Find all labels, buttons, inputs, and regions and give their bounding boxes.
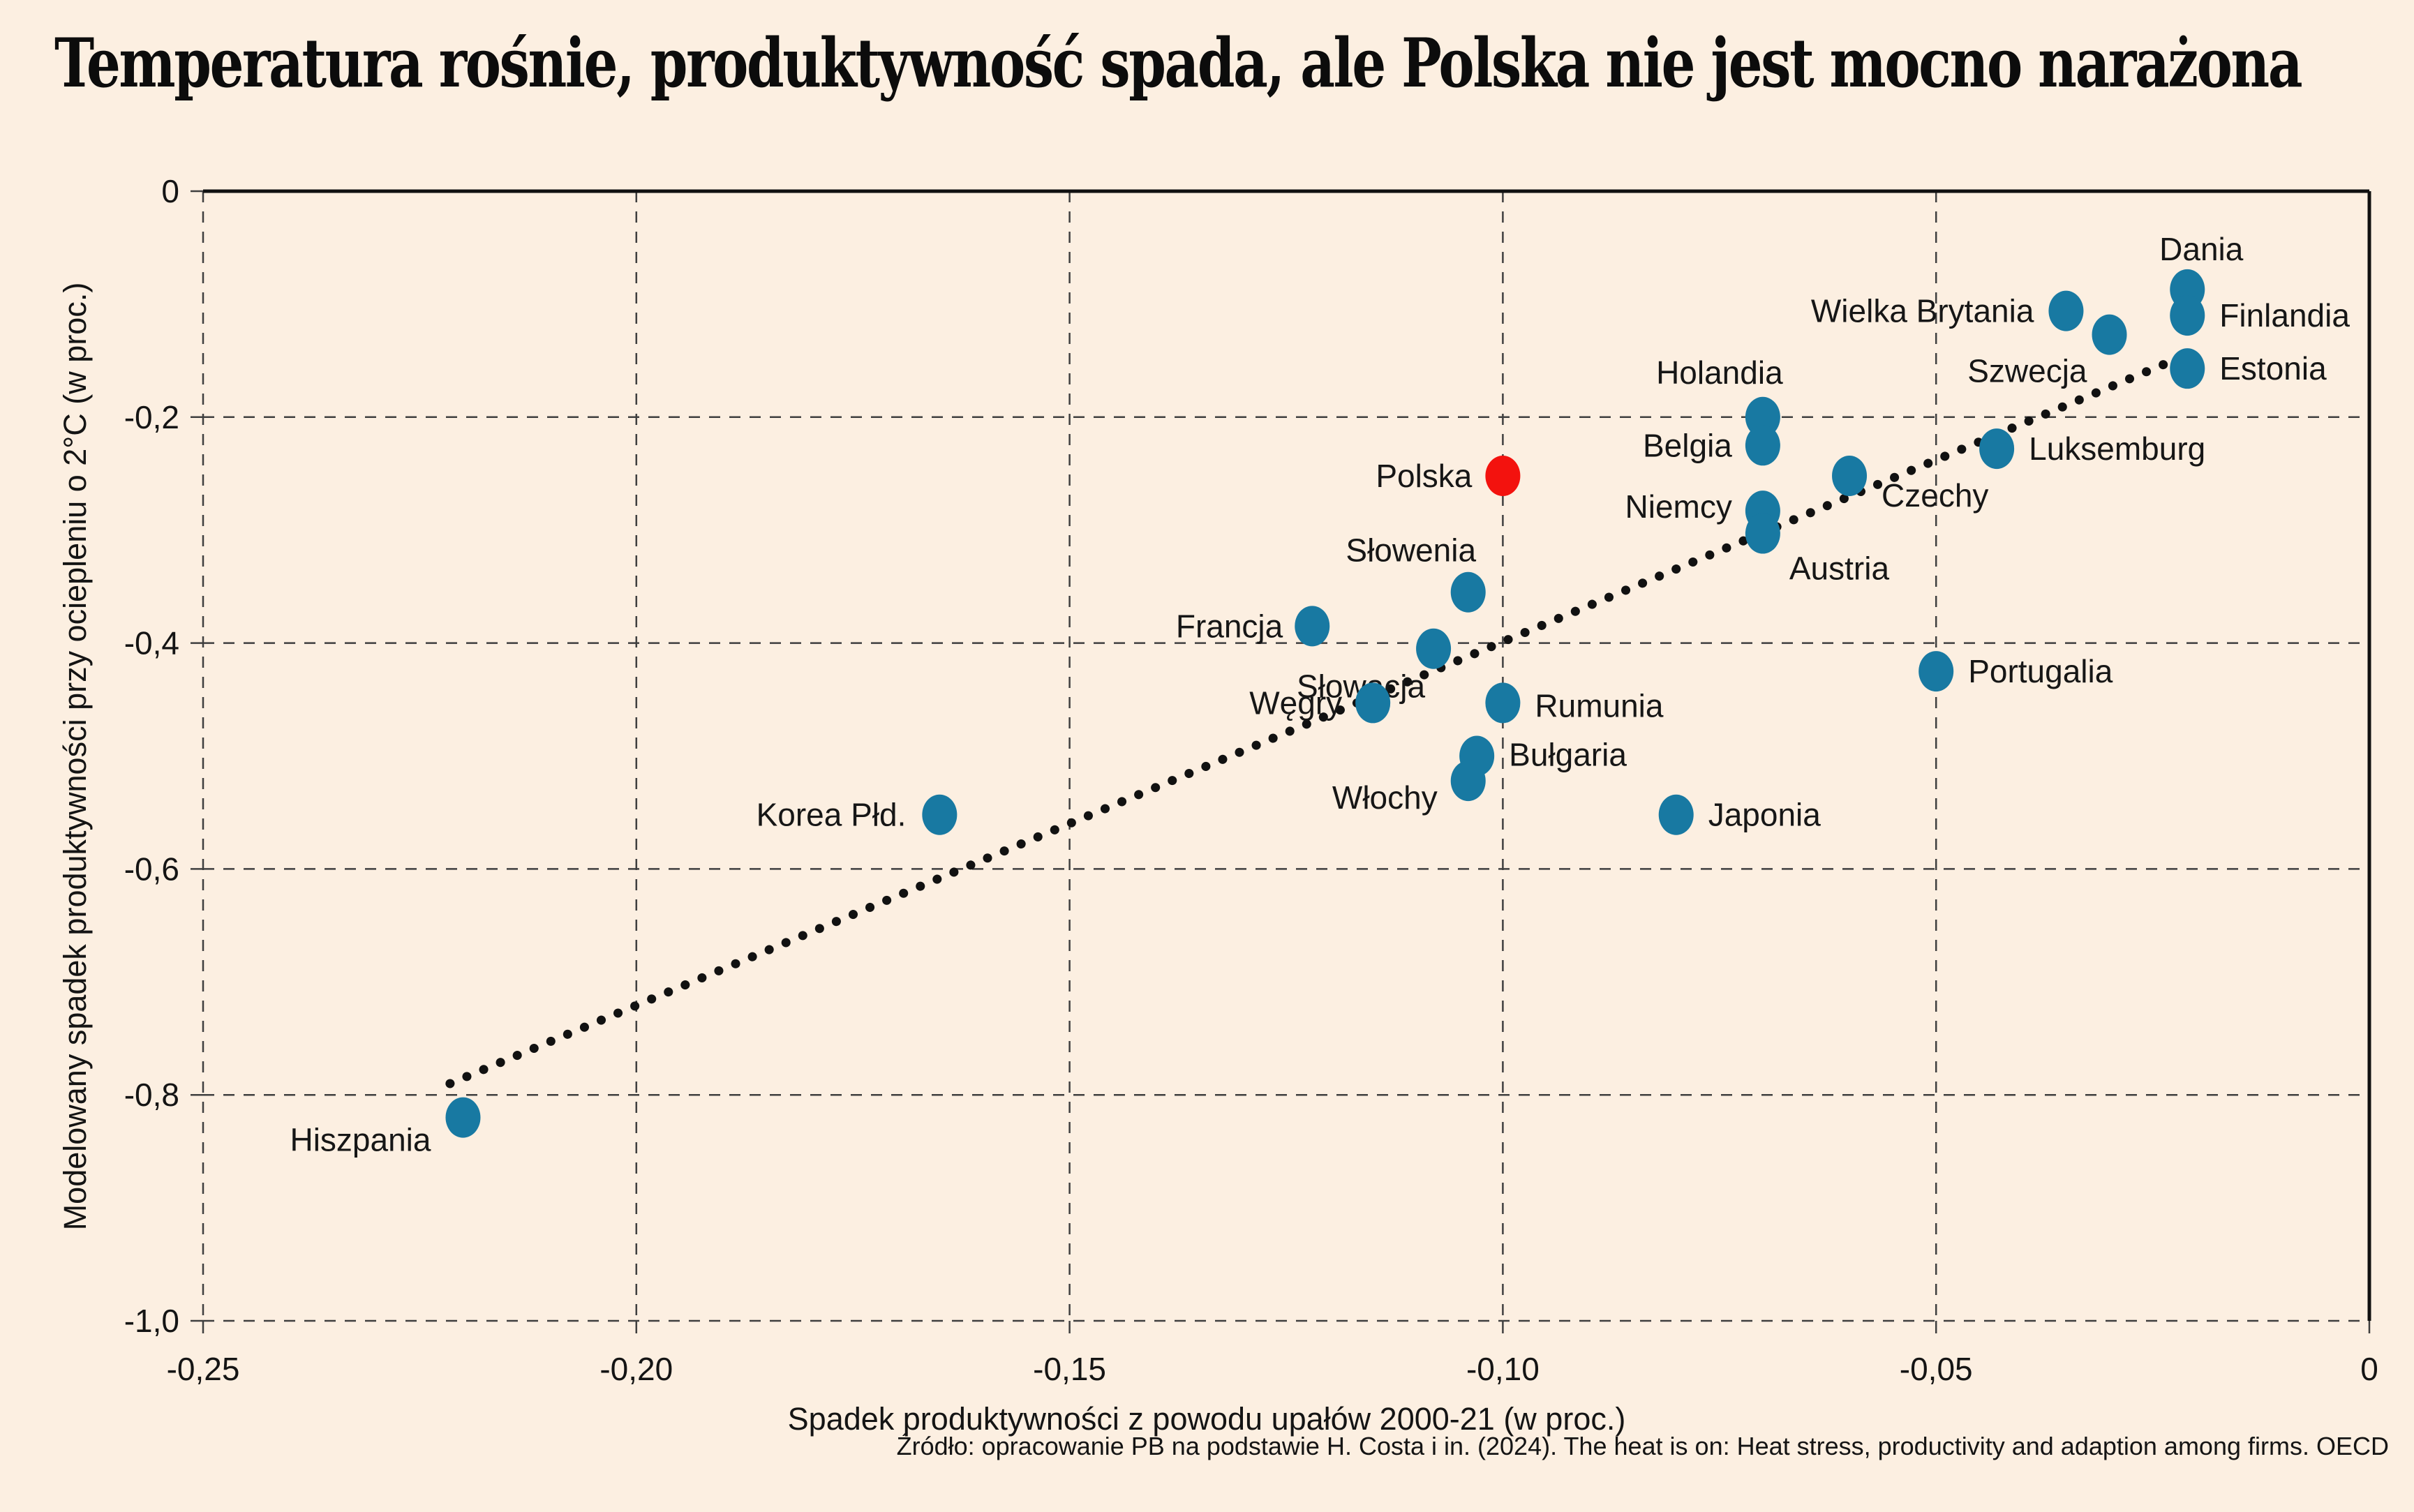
y-tick-label-0-2: -0,2 (124, 399, 179, 435)
country-label-luksemburg: Luksemburg (2029, 431, 2205, 467)
country-label-polska: Polska (1376, 458, 1472, 494)
country-label-czechy: Czechy (1882, 477, 1988, 514)
country-label-finlandia: Finlandia (2219, 297, 2350, 334)
data-point-holandia (1745, 396, 1780, 437)
data-point-wegry (1355, 682, 1391, 724)
country-label-estonia: Estonia (2219, 350, 2327, 387)
country-label-holandia: Holandia (1656, 354, 1783, 391)
data-point-rumunia (1485, 682, 1521, 724)
data-point-luksemburg (1979, 428, 2015, 470)
x-tick-label-0-10: -0,10 (1466, 1351, 1540, 1387)
y-tick-label-1-0: -1,0 (124, 1303, 179, 1339)
data-point-portugalia (1918, 651, 1954, 692)
country-label-japonia: Japonia (1708, 797, 1821, 833)
country-label-hiszpania: Hiszpania (290, 1122, 431, 1158)
x-axis-title: Spadek produktywności z powodu upałów 20… (787, 1401, 1626, 1437)
source-note: Źródło: opracowanie PB na podstawie H. C… (896, 1432, 2389, 1460)
y-axis-title: Modelowany spadek produktywności przy oc… (57, 282, 93, 1231)
data-point-hiszpania (445, 1097, 481, 1138)
data-point-belgia (1745, 425, 1780, 466)
data-point-wielka-brytania (2048, 290, 2084, 331)
data-point-korea-pld (922, 794, 958, 835)
data-point-czechy (1832, 455, 1868, 496)
data-point-wlochy (1450, 761, 1486, 802)
x-tick-label-0: 0 (2360, 1351, 2378, 1387)
x-tick-label-0-25: -0,25 (167, 1351, 240, 1387)
data-point-austria (1745, 513, 1780, 554)
country-label-dania: Dania (2159, 231, 2244, 267)
data-point-francja (1295, 606, 1330, 647)
chart-title: Temperatura rośnie, produktywność spada,… (54, 24, 2303, 103)
x-tick-label-0-05: -0,05 (1900, 1351, 1973, 1387)
data-point-szwecja (2092, 314, 2127, 355)
country-label-austria: Austria (1789, 551, 1890, 587)
data-point-slowenia (1450, 571, 1486, 613)
trend-line (445, 348, 2196, 1088)
y-tick-label-0: 0 (161, 173, 179, 209)
country-label-wegry: Węgry (1249, 684, 1342, 721)
data-point-japonia (1658, 794, 1694, 835)
data-point-estonia (2170, 348, 2205, 389)
x-tick-label-0-15: -0,15 (1033, 1351, 1106, 1387)
country-label-francja: Francja (1176, 608, 1283, 644)
country-label-niemcy: Niemcy (1625, 488, 1732, 525)
data-point-polska (1485, 455, 1521, 496)
y-tick-label-0-6: -0,6 (124, 851, 179, 887)
country-label-slowenia: Słowenia (1346, 532, 1476, 569)
country-label-belgia: Belgia (1643, 427, 1732, 463)
x-tick-label-0-20: -0,20 (599, 1351, 673, 1387)
country-label-wielka-brytania: Wielka Brytania (1811, 293, 2034, 329)
country-label-szwecja: Szwecja (1967, 353, 2087, 389)
country-label-portugalia: Portugalia (1968, 653, 2113, 689)
country-label-wlochy: Włochy (1332, 779, 1438, 816)
country-label-bulgaria: Bułgaria (1509, 737, 1627, 773)
country-label-rumunia: Rumunia (1535, 687, 1664, 724)
country-label-korea-pld: Korea Płd. (757, 797, 907, 833)
data-point-slowacja (1416, 628, 1452, 669)
data-point-finlandia (2170, 295, 2205, 336)
y-tick-label-0-4: -0,4 (124, 625, 179, 661)
y-tick-label-0-8: -0,8 (124, 1077, 179, 1113)
